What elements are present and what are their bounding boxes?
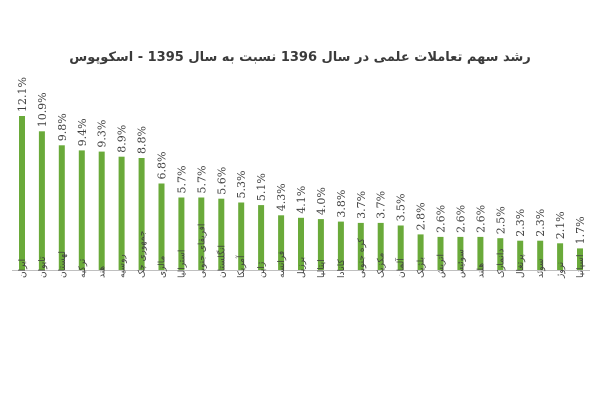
- data-label: 3.7%: [355, 191, 368, 219]
- category-label: جمهوری چک: [138, 231, 148, 278]
- data-label: 4.1%: [295, 186, 308, 214]
- data-label: 8.8%: [136, 126, 149, 154]
- category-label: لهستان: [58, 251, 68, 278]
- category-label: اتریش: [437, 254, 447, 278]
- data-label: 2.3%: [534, 209, 547, 237]
- bar: [218, 198, 225, 270]
- data-label: 5.7%: [195, 166, 208, 194]
- data-label: 4.3%: [275, 183, 288, 211]
- data-label: 5.6%: [215, 167, 228, 195]
- data-label: 1.7%: [574, 216, 587, 244]
- bar: [377, 222, 384, 270]
- bar: [317, 219, 324, 270]
- bar: [437, 236, 444, 270]
- bar: [98, 151, 105, 270]
- bar: [397, 225, 404, 270]
- data-label: 5.7%: [175, 166, 188, 194]
- data-label: 9.3%: [96, 120, 109, 148]
- bar: [198, 197, 205, 270]
- bar: [258, 205, 265, 270]
- data-label: 5.3%: [235, 171, 248, 199]
- category-label: هند: [98, 266, 108, 278]
- category-label: دانمارک: [495, 249, 506, 278]
- bar: [38, 131, 45, 270]
- data-label: 3.5%: [395, 194, 408, 222]
- category-label: پرتغال: [516, 254, 526, 278]
- bar: [58, 145, 65, 270]
- bar: [357, 222, 364, 270]
- data-label: 2.6%: [474, 205, 487, 233]
- category-label: کره جنوبی: [357, 238, 367, 278]
- category-label: ایران: [18, 259, 28, 278]
- data-label: 4.0%: [315, 187, 328, 215]
- data-label: 9.8%: [56, 113, 69, 141]
- category-label: روسیه: [118, 254, 128, 278]
- data-label: 10.9%: [36, 92, 49, 127]
- bar: [537, 240, 544, 270]
- category-label: ایتالیا: [317, 259, 327, 278]
- chart-title: رشد سهم تعاملات علمی در سال 1396 نسبت به…: [69, 50, 531, 65]
- category-label: افریقای جنوبی: [197, 224, 207, 278]
- category-label: اسپانیا: [576, 255, 586, 278]
- category-label: نروژ: [556, 262, 566, 279]
- data-label: 12.1%: [16, 77, 29, 112]
- data-label: 2.8%: [415, 202, 428, 230]
- data-label: 9.4%: [76, 118, 89, 146]
- category-label: سوئد: [536, 259, 546, 278]
- bar: [238, 202, 245, 270]
- bar: [19, 116, 25, 270]
- bar: [457, 236, 464, 270]
- bar: [497, 238, 504, 270]
- category-label: سوئیس: [456, 249, 466, 278]
- category-label: آلمان: [395, 258, 407, 278]
- bar: [477, 236, 484, 270]
- data-label: 5.1%: [255, 173, 268, 201]
- data-label: 2.6%: [435, 205, 448, 233]
- bar: [577, 248, 583, 270]
- category-label: ترکیه: [78, 258, 88, 278]
- bar: [278, 215, 285, 270]
- data-label: 3.8%: [335, 190, 348, 218]
- bar: [417, 234, 424, 270]
- data-label: 8.9%: [116, 125, 129, 153]
- bar: [78, 150, 85, 270]
- category-label: مالزی: [158, 256, 168, 278]
- bar: [557, 243, 564, 270]
- category-label: فرانسه: [277, 251, 287, 278]
- data-label: 2.3%: [514, 209, 527, 237]
- bar: [118, 156, 125, 270]
- data-label: 2.6%: [454, 205, 467, 233]
- data-label: 2.5%: [494, 206, 507, 234]
- category-label: بلژیک: [417, 257, 427, 278]
- bar: [298, 217, 304, 270]
- category-label: برزیل: [297, 257, 307, 278]
- bar: [178, 197, 185, 270]
- bar: [517, 240, 524, 270]
- bar: [337, 221, 344, 270]
- category-label: هلند: [476, 263, 486, 278]
- category-label: استرالیا: [177, 250, 187, 278]
- category-label: کانادا: [337, 259, 347, 278]
- category-label: آمریکا: [235, 255, 247, 278]
- data-label: 6.8%: [156, 152, 169, 180]
- bar: [158, 183, 165, 270]
- data-label: 3.7%: [375, 191, 388, 219]
- category-label: تایوان: [38, 256, 48, 278]
- category-label: انگلستان: [215, 245, 227, 278]
- category-label: مکزیک: [377, 253, 387, 278]
- data-label: 2.1%: [554, 211, 567, 239]
- bar: [138, 158, 145, 270]
- category-label: ژاپن: [257, 262, 267, 278]
